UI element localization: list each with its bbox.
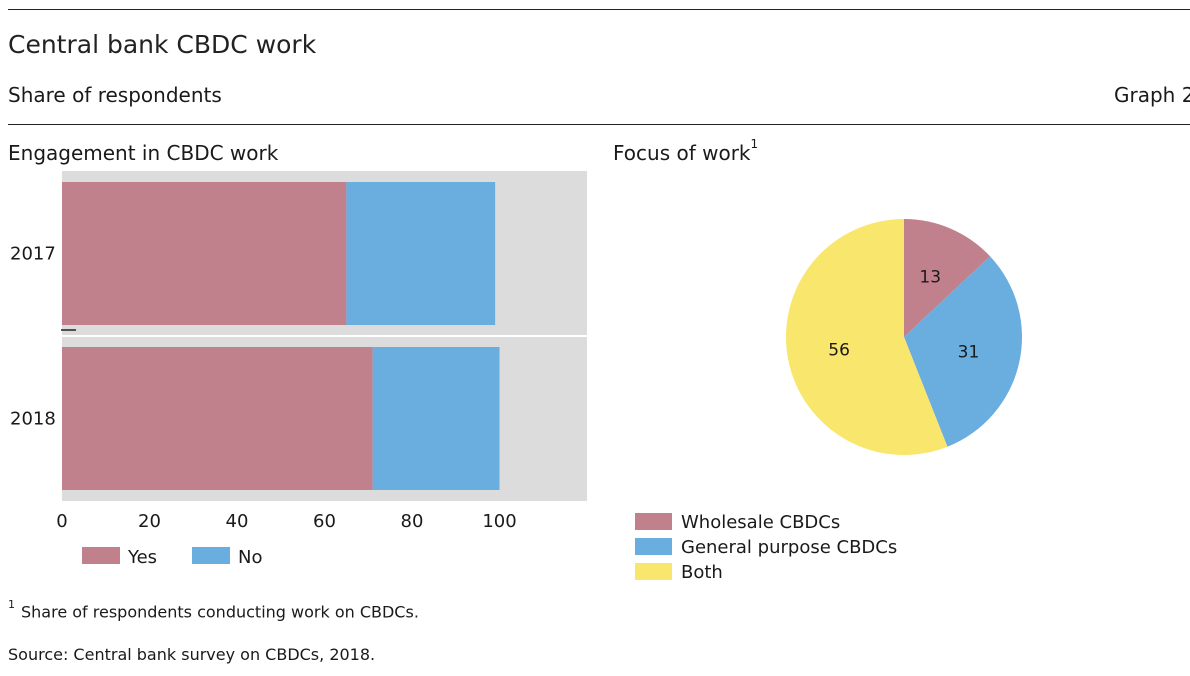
legend-label-yes: Yes	[127, 547, 157, 568]
footnote-marker: 1	[8, 598, 15, 611]
x-tick-label-0: 0	[56, 511, 67, 532]
bar-yes-2018	[62, 347, 373, 490]
pie-slice-general-purpose-cbdcs	[904, 256, 1022, 447]
legend-label-wholesale-cbdcs: Wholesale CBDCs	[681, 512, 840, 533]
chart-subtitle: Share of respondents	[8, 83, 222, 107]
legend-swatch-general-purpose-cbdcs	[635, 538, 672, 555]
x-tick-label-100: 100	[482, 511, 516, 532]
pie-slice-both	[786, 219, 948, 455]
legend-swatch-both	[635, 563, 672, 580]
footnote-text: Share of respondents conducting work on …	[21, 602, 419, 622]
legend-swatch-wholesale-cbdcs	[635, 513, 672, 530]
footnote-reference: 1	[750, 137, 759, 152]
pie-slice-wholesale-cbdcs	[904, 219, 991, 337]
source-note: Source: Central bank survey on CBDCs, 20…	[8, 645, 376, 664]
bar-no-2017	[346, 182, 496, 325]
chart-title: Central bank CBDC work	[8, 30, 317, 59]
legend-label-both: Both	[681, 562, 723, 583]
bar-no-2018	[372, 347, 500, 490]
pie-value-label-general-purpose-cbdcs: 31	[958, 342, 980, 362]
header-rule	[8, 124, 1190, 125]
category-label-2018: 2018	[10, 409, 56, 430]
legend-label-general-purpose-cbdcs: General purpose CBDCs	[681, 537, 897, 558]
bar-yes-2017	[62, 182, 347, 325]
pie-value-label-both: 56	[828, 340, 850, 360]
category-label-2017: 2017	[10, 244, 56, 265]
pie-panel-title-text: Focus of work	[613, 141, 751, 165]
legend-label-no: No	[238, 547, 262, 568]
x-tick-label-20: 20	[138, 511, 161, 532]
x-tick-label-80: 80	[401, 511, 424, 532]
graph-number-label: Graph 2	[1114, 83, 1190, 107]
pie-value-label-wholesale-cbdcs: 13	[919, 267, 941, 287]
legend-swatch-yes	[82, 547, 120, 564]
footnote: 1 Share of respondents conducting work on…	[8, 598, 419, 622]
pie-panel-title: Focus of work1	[613, 137, 758, 165]
bar-panel-title: Engagement in CBDC work	[8, 141, 279, 165]
x-tick-label-60: 60	[313, 511, 336, 532]
x-tick-label-40: 40	[226, 511, 249, 532]
legend-swatch-no	[192, 547, 230, 564]
top-rule	[8, 9, 1190, 10]
